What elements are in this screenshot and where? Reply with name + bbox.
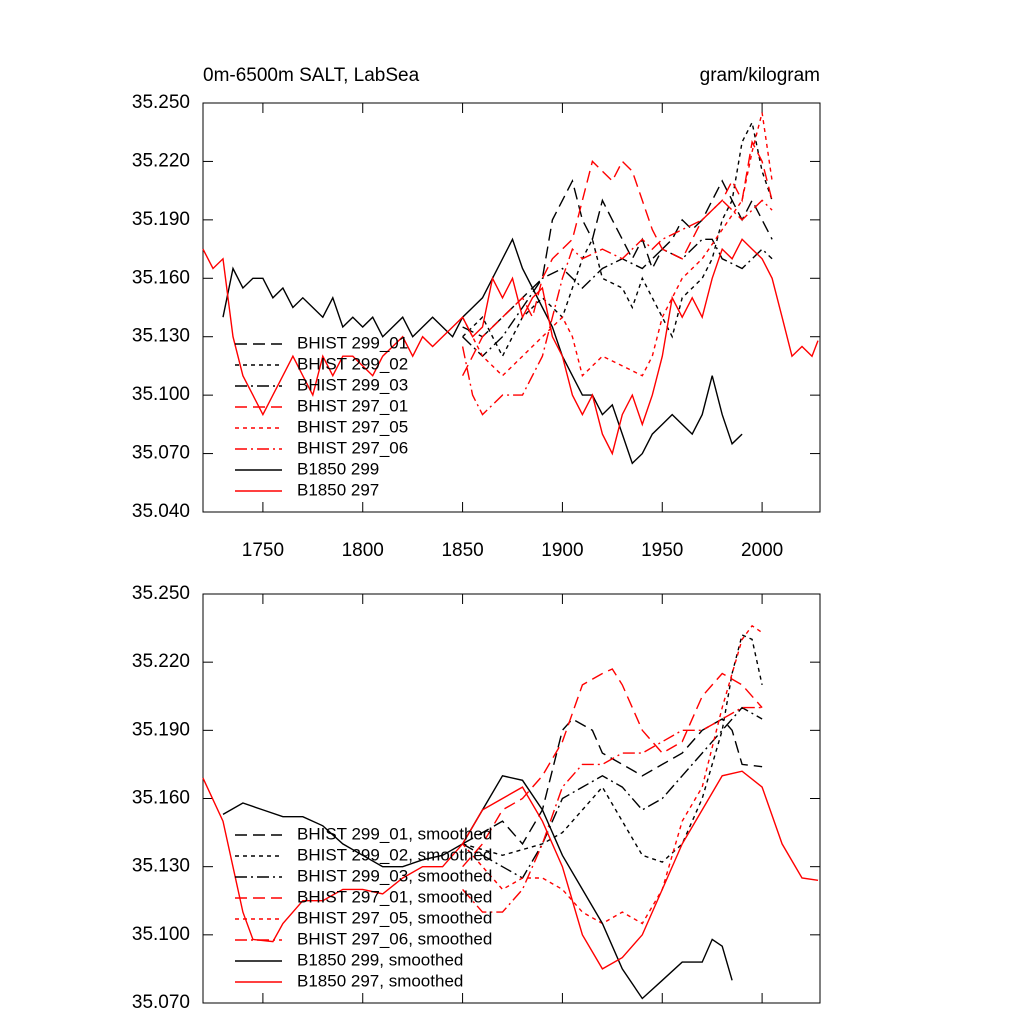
series-line xyxy=(222,237,743,465)
legend-label: B1850 297 xyxy=(297,480,379,499)
y-tick-label: 35.220 xyxy=(132,651,190,672)
legend-label: B1850 297, smoothed xyxy=(297,971,463,990)
series-line xyxy=(461,199,773,416)
legend-label: B1850 299 xyxy=(297,459,379,478)
series-line xyxy=(462,238,773,358)
legend-label: BHIST 299_02, smoothed xyxy=(297,845,492,864)
chart-title: 0m-6500m SALT, LabSea xyxy=(203,65,420,86)
y-tick-label: 35.250 xyxy=(132,583,190,604)
series-line xyxy=(462,706,763,913)
y-tick-label: 35.220 xyxy=(132,150,190,171)
legend-label: BHIST 297_01, smoothed xyxy=(297,887,492,906)
y-tick-label: 35.190 xyxy=(132,209,190,230)
x-tick-label: 1750 xyxy=(242,540,284,561)
y-tick-label: 35.250 xyxy=(132,92,190,113)
y-tick-label: 35.130 xyxy=(132,856,190,877)
legend-label: BHIST 299_02 xyxy=(297,354,408,373)
x-tick-label: 2000 xyxy=(741,540,783,561)
y-tick-label: 35.100 xyxy=(132,924,190,945)
y-tick-label: 35.040 xyxy=(132,501,190,522)
plot-frame xyxy=(202,102,821,513)
y-tick-label: 35.160 xyxy=(132,267,190,288)
y-tick-label: 35.070 xyxy=(132,992,190,1013)
series-line xyxy=(222,775,733,1000)
series-line xyxy=(461,112,773,378)
legend-label: BHIST 299_03 xyxy=(297,375,408,394)
x-tick-label: 1950 xyxy=(641,540,683,561)
legend-label: BHIST 299_03, smoothed xyxy=(297,866,492,885)
series-line xyxy=(461,139,773,377)
legend-label: BHIST 299_01 xyxy=(297,333,408,352)
y-tick-label: 35.070 xyxy=(132,443,190,464)
series-line xyxy=(202,238,819,456)
y-tick-label: 35.160 xyxy=(132,788,190,809)
legend-label: BHIST 297_05, smoothed xyxy=(297,908,492,927)
y-tick-label: 35.100 xyxy=(132,384,190,405)
y-tick-label: 35.130 xyxy=(132,326,190,347)
y-tick-label: 35.190 xyxy=(132,719,190,740)
x-tick-label: 1800 xyxy=(342,540,384,561)
series-line xyxy=(202,770,819,970)
legend-label: BHIST 297_06, smoothed xyxy=(297,929,492,948)
series-line xyxy=(462,624,763,925)
legend-label: B1850 299, smoothed xyxy=(297,950,463,969)
x-tick-label: 1900 xyxy=(541,540,583,561)
series-line xyxy=(462,706,763,879)
plot-frame xyxy=(202,593,821,1004)
units-label: gram/kilogram xyxy=(700,65,820,86)
series-line xyxy=(462,120,773,358)
x-tick-label: 1850 xyxy=(441,540,483,561)
legend-label: BHIST 297_01 xyxy=(297,396,408,415)
legend-label: BHIST 297_06 xyxy=(297,438,408,457)
series-line xyxy=(462,668,763,868)
legend-label: BHIST 299_01, smoothed xyxy=(297,824,492,843)
legend-label: BHIST 297_05 xyxy=(297,417,408,436)
